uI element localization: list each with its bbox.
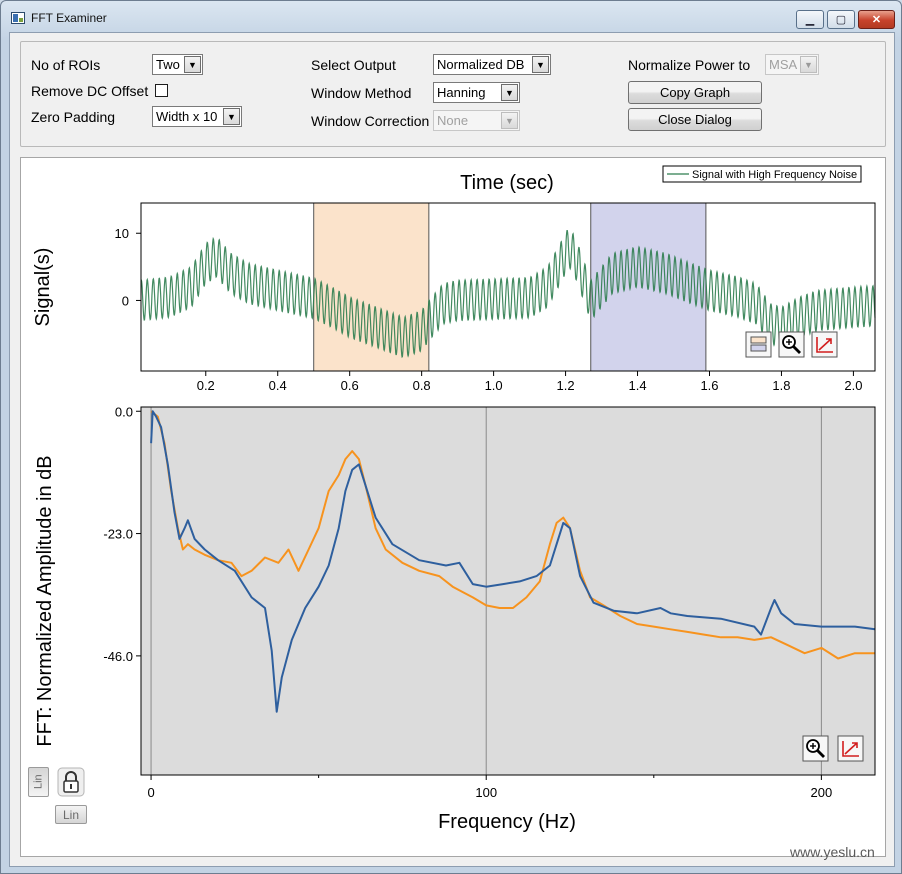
dialog-client-area: No of ROIs Two ▼ Remove DC Offset Zero P…	[9, 32, 895, 867]
roi-toggle-button[interactable]	[745, 331, 772, 358]
signal-x-tick-label: 1.4	[628, 378, 646, 393]
close-window-button[interactable]: ✕	[858, 10, 895, 29]
close-icon: ✕	[871, 14, 882, 26]
signal-x-tick-label: 0.4	[269, 378, 287, 393]
signal-y-tick-label: 10	[115, 226, 129, 241]
fft-x-axis-label: Frequency (Hz)	[438, 811, 576, 833]
rescale-axes-icon	[842, 741, 859, 757]
chevron-down-icon: ▼	[501, 112, 518, 129]
padlock-icon	[57, 767, 85, 797]
rescale-arrow	[844, 742, 858, 755]
signal-x-tick-label: 1.6	[700, 378, 718, 393]
chevron-down-icon: ▼	[184, 56, 201, 73]
fft-zoom-button[interactable]	[802, 735, 829, 762]
normalize-power-value: MSA	[769, 57, 798, 72]
settings-panel: No of ROIs Two ▼ Remove DC Offset Zero P…	[20, 41, 886, 147]
fft-plot-frame	[140, 406, 876, 776]
window-title: FFT Examiner	[31, 11, 107, 25]
fft-x-tick-label: 200	[811, 785, 833, 800]
select-output-label: Select Output	[311, 57, 396, 73]
signal-legend: Signal with High Frequency Noise	[662, 165, 862, 183]
chevron-down-icon: ▼	[532, 56, 549, 73]
legend-entry-label: Signal with High Frequency Noise	[692, 169, 857, 181]
no-of-rois-value: Two	[156, 57, 180, 72]
signal-x-tick-label: 1.0	[485, 378, 503, 393]
fft-y-tick-label: 0.0	[115, 404, 133, 419]
fft-series-line-1	[150, 410, 875, 660]
roi-icon-lower	[750, 344, 767, 352]
copy-graph-button[interactable]: Copy Graph	[628, 81, 762, 104]
rescale-arrow	[818, 338, 832, 351]
chevron-down-icon: ▼	[800, 56, 817, 73]
window-method-label: Window Method	[311, 85, 412, 101]
lock-scale-button[interactable]	[57, 767, 85, 797]
fft-plot-area	[141, 407, 875, 775]
magnifier-handle	[792, 345, 801, 354]
maximize-button[interactable]: ▢	[827, 10, 855, 29]
minimize-button[interactable]: ▁	[796, 10, 824, 29]
fft-series-line-2	[150, 410, 876, 713]
chevron-down-icon: ▼	[501, 84, 518, 101]
magnifier-handle	[816, 749, 825, 758]
signal-x-tick-label: 1.8	[772, 378, 790, 393]
fft-x-tick-label: 0	[147, 785, 154, 800]
signal-chart-title: Time (sec)	[460, 172, 554, 194]
signal-zoom-button[interactable]	[778, 331, 805, 358]
rescale-axes-icon	[816, 337, 833, 353]
x-scale-lin-label: Lin	[62, 807, 79, 822]
window-correction-label: Window Correction	[311, 113, 430, 129]
zero-padding-select[interactable]: Width x 10 ▼	[152, 106, 242, 127]
app-icon	[11, 12, 25, 24]
y-scale-lin-label: Lin	[32, 774, 45, 790]
zero-padding-label: Zero Padding	[31, 109, 116, 125]
signal-x-tick-label: 2.0	[844, 378, 862, 393]
zero-padding-value: Width x 10	[156, 109, 218, 124]
signal-rescale-button[interactable]	[811, 331, 838, 358]
x-scale-lin-button[interactable]: Lin	[55, 805, 87, 824]
y-scale-lin-button[interactable]: Lin	[28, 767, 49, 797]
select-output-value: Normalized DB	[437, 57, 525, 72]
window-method-select[interactable]: Hanning ▼	[433, 82, 520, 103]
select-output-select[interactable]: Normalized DB ▼	[433, 54, 551, 75]
legend-box	[662, 165, 862, 183]
fft-y-tick-label: -23.0	[103, 527, 133, 542]
signal-x-tick-label: 0.6	[341, 378, 359, 393]
normalize-power-label: Normalize Power to	[628, 57, 751, 73]
no-of-rois-label: No of ROIs	[31, 57, 101, 73]
remove-dc-offset-label: Remove DC Offset	[31, 83, 149, 99]
roi-region-1	[313, 202, 430, 372]
signal-x-tick-label: 0.2	[197, 378, 215, 393]
signal-x-tick-label: 0.8	[413, 378, 431, 393]
signal-plot-frame	[140, 202, 876, 372]
roi-icon	[750, 336, 767, 344]
window-correction-value: None	[437, 113, 469, 128]
remove-dc-offset-checkbox[interactable]	[155, 84, 168, 97]
watermark: www.yeslu.cn	[790, 844, 875, 860]
window-correction-select: None ▼	[433, 110, 520, 131]
window-method-value: Hanning	[437, 85, 486, 100]
fft-graph: 0.2 0.4 0.6 0.8 1.0 1.2 1.4 1.6 1.8 2.0 0 10 Time (s…	[32, 165, 876, 833]
close-dialog-button[interactable]: Close Dialog	[628, 108, 762, 131]
signal-line	[140, 230, 876, 359]
fft-y-axis-label: FFT: Normalized Amplitude in dB	[34, 455, 56, 746]
graph-panel: 0.2 0.4 0.6 0.8 1.0 1.2 1.4 1.6 1.8 2.0 0 10 Time (s…	[20, 157, 886, 857]
fft-y-tick-label: -46.0	[103, 649, 133, 664]
no-of-rois-select[interactable]: Two ▼	[152, 54, 203, 75]
fft-rescale-button[interactable]	[837, 735, 864, 762]
normalize-power-select: MSA ▼	[765, 54, 819, 75]
title-bar[interactable]: FFT Examiner ▁ ▢ ✕	[1, 1, 901, 33]
fft-x-tick-label: 100	[475, 785, 497, 800]
chevron-down-icon: ▼	[223, 108, 240, 125]
signal-x-tick-label: 1.2	[557, 378, 575, 393]
minimize-icon: ▁	[805, 14, 815, 26]
signal-y-axis-label: Signal(s)	[32, 248, 54, 327]
maximize-icon: ▢	[835, 14, 847, 26]
signal-y-tick-label: 0	[122, 293, 129, 308]
